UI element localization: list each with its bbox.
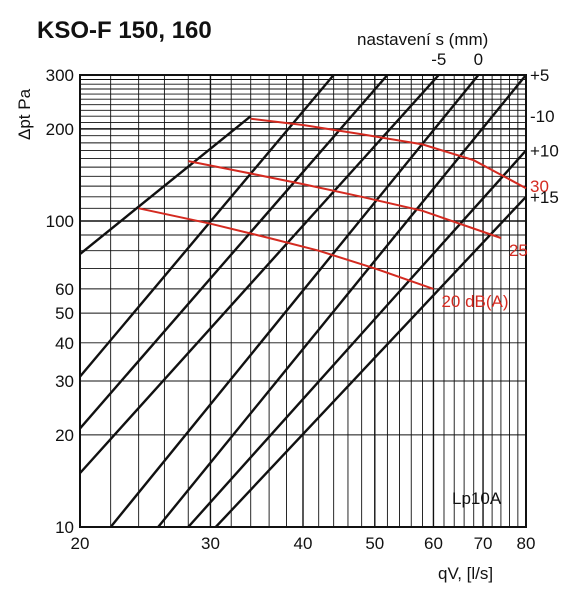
setting-label: +5	[530, 66, 549, 85]
setting-line	[157, 75, 526, 527]
y-tick-label: 20	[55, 426, 74, 445]
chart-title: KSO-F 150, 160	[37, 17, 212, 44]
setting-label: +10	[530, 141, 559, 160]
setting-line	[109, 75, 480, 527]
setting-line	[214, 195, 526, 527]
curve-family-label: Lp10A	[452, 489, 502, 508]
y-axis-label: Δpt Pa	[15, 88, 34, 140]
noise-curve-label: 30	[530, 177, 549, 196]
y-tick-label: 50	[55, 304, 74, 323]
x-axis-label: qV, [l/s]	[438, 564, 493, 583]
setting-line	[80, 115, 252, 255]
setting-line	[80, 75, 440, 474]
y-tick-label: 30	[55, 372, 74, 391]
plot-border	[79, 74, 527, 528]
noise-curve	[138, 207, 434, 290]
x-tick-label: 70	[474, 534, 493, 553]
x-tick-label: 40	[294, 534, 313, 553]
tick-labels: 20 30 40 50 60 70 80102030405060100200300-10-5…	[46, 50, 559, 553]
setting-label: -5	[431, 50, 446, 69]
settings-lines	[80, 75, 526, 527]
x-tick-label: 60	[424, 534, 443, 553]
x-tick-label: 20	[71, 534, 90, 553]
noise-curves: 20 dB(A) 25 30	[138, 117, 549, 311]
plot-frame	[79, 74, 527, 528]
x-tick-label: 50	[365, 534, 384, 553]
y-tick-label: 300	[46, 66, 74, 85]
setting-line	[80, 75, 335, 378]
y-tick-label: 200	[46, 120, 74, 139]
noise-curve-label: 20 dB(A)	[441, 292, 508, 311]
setting-label: +15	[530, 188, 559, 207]
setting-line	[187, 149, 526, 527]
top-axis-label: nastavení s (mm)	[357, 30, 488, 49]
noise-curve	[188, 160, 502, 239]
setting-label: 0	[474, 50, 483, 69]
y-tick-label: 10	[55, 518, 74, 537]
y-tick-label: 60	[55, 280, 74, 299]
setting-label: -10	[530, 107, 555, 126]
noise-curve	[250, 117, 527, 190]
y-tick-label: 100	[46, 212, 74, 231]
y-tick-label: 40	[55, 334, 74, 353]
noise-curve-label: 25	[509, 241, 528, 260]
x-tick-label: 80	[517, 534, 536, 553]
setting-line	[80, 75, 389, 430]
x-tick-label: 30	[201, 534, 220, 553]
